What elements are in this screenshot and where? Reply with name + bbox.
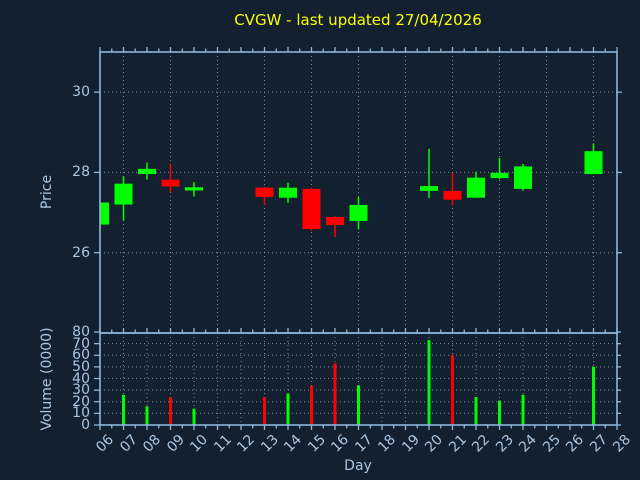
candle-body <box>490 172 509 179</box>
volume-bar-day-13 <box>263 397 266 425</box>
candle-body <box>100 202 109 225</box>
candle-body <box>584 151 603 175</box>
candle-body <box>349 204 368 222</box>
candle-day-17 <box>349 196 368 230</box>
candles <box>100 143 603 238</box>
candle-body <box>443 190 462 200</box>
volume-ytick-label: 30 <box>72 382 90 399</box>
volume-bar-day-27 <box>592 366 595 425</box>
candle-day-16 <box>326 216 344 238</box>
volume-bar-day-14 <box>286 393 290 425</box>
volume-bar-day-07 <box>122 394 125 425</box>
candle-day-09 <box>161 163 180 193</box>
volume-bar-day-10 <box>192 408 196 425</box>
volume-bar-day-20 <box>427 340 431 425</box>
volume-ytick-label: 10 <box>72 405 90 422</box>
candle-body <box>161 179 180 187</box>
volume-bar-day-16 <box>333 363 337 425</box>
volume-bar-day-09 <box>169 397 172 425</box>
candle-body <box>255 187 274 197</box>
candle-day-20 <box>420 148 438 199</box>
volume-bar-day-24 <box>521 394 525 425</box>
candle-day-22 <box>467 171 485 198</box>
candle-day-06 <box>100 202 109 225</box>
volume-ytick-label: 0 <box>81 417 90 433</box>
candle-body <box>467 177 485 198</box>
volume-ytick-label: 20 <box>72 393 90 410</box>
x-axis-label: Day <box>344 458 372 474</box>
candle-body <box>420 186 438 191</box>
tick-marks <box>94 47 622 430</box>
candle-body <box>514 166 532 189</box>
candle-day-21 <box>443 172 462 205</box>
volume-bar-day-17 <box>357 385 360 425</box>
price-ytick-label: 26 <box>72 244 90 261</box>
candle-day-27 <box>584 143 603 175</box>
candle-day-23 <box>490 157 509 180</box>
candle-body <box>114 183 133 205</box>
volume-bar-day-23 <box>498 400 501 425</box>
candle-day-15 <box>302 187 321 231</box>
volume-bars <box>122 340 595 425</box>
candle-day-13 <box>255 186 274 205</box>
candle-body <box>279 187 297 198</box>
volume-ytick-label: 50 <box>72 358 90 375</box>
candle-body <box>185 187 203 191</box>
price-ytick-label: 30 <box>72 84 90 101</box>
candle-body <box>138 168 156 175</box>
volume-ytick-label: 70 <box>72 335 90 352</box>
volume-ytick-label: 60 <box>72 347 90 364</box>
candle-day-10 <box>185 182 203 197</box>
volume-ytick-label: 80 <box>72 324 90 340</box>
candle-day-14 <box>279 182 297 203</box>
volume-bar-day-08 <box>145 406 149 425</box>
candle-body <box>326 216 344 226</box>
volume-ytick-label: 40 <box>72 370 90 387</box>
candle-body <box>302 188 321 230</box>
gridlines <box>100 52 617 425</box>
candle-day-07 <box>114 176 133 221</box>
chart-title: CVGW - last updated 27/04/2026 <box>234 11 482 29</box>
candle-day-24 <box>514 163 532 191</box>
volume-bar-day-15 <box>310 385 313 425</box>
volume-bar-day-21 <box>451 355 454 425</box>
price-ytick-label: 28 <box>72 164 90 181</box>
candle-day-08 <box>138 162 156 180</box>
volume-bar-day-22 <box>474 397 478 425</box>
